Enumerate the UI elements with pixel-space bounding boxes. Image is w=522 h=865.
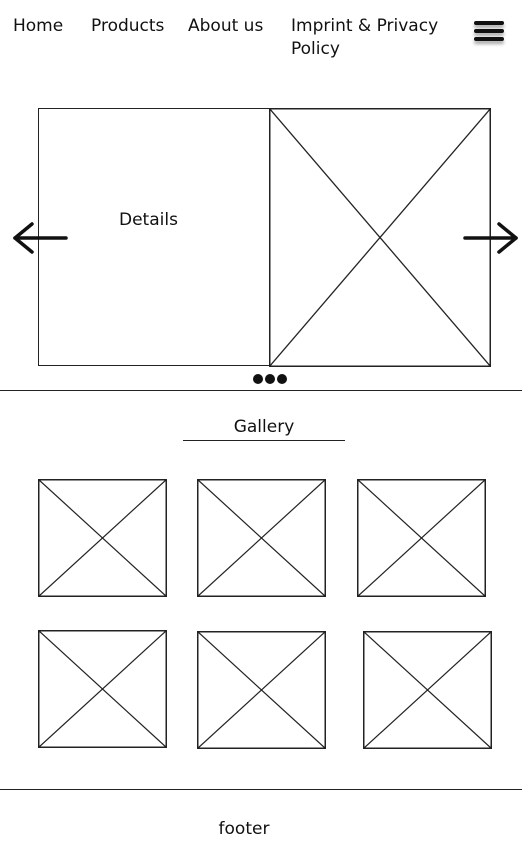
gallery-title-underline [183, 440, 345, 441]
arrow-right-icon[interactable] [463, 222, 519, 254]
nav-link-imprint-privacy[interactable]: Imprint & Privacy Policy [291, 16, 439, 59]
gallery-image-placeholder[interactable] [363, 631, 492, 749]
ellipsis-dots-icon[interactable] [252, 373, 288, 385]
details-panel [38, 108, 270, 366]
gallery-title: Gallery [233, 417, 295, 437]
gallery-image-placeholder[interactable] [197, 631, 326, 749]
details-label: Details [119, 210, 178, 230]
footer-label: footer [218, 819, 270, 839]
arrow-left-icon[interactable] [12, 222, 68, 254]
section-divider [0, 390, 522, 391]
nav-link-products[interactable]: Products [91, 16, 165, 36]
footer-divider [0, 789, 522, 790]
gallery-image-placeholder[interactable] [197, 479, 326, 597]
nav-link-home[interactable]: Home [13, 16, 64, 36]
gallery-image-placeholder[interactable] [357, 479, 486, 597]
gallery-image-placeholder[interactable] [38, 479, 167, 597]
nav-link-about-us[interactable]: About us [188, 16, 264, 36]
hamburger-menu-icon[interactable] [472, 18, 506, 44]
carousel-image-placeholder [269, 108, 491, 367]
gallery-image-placeholder[interactable] [38, 630, 167, 748]
